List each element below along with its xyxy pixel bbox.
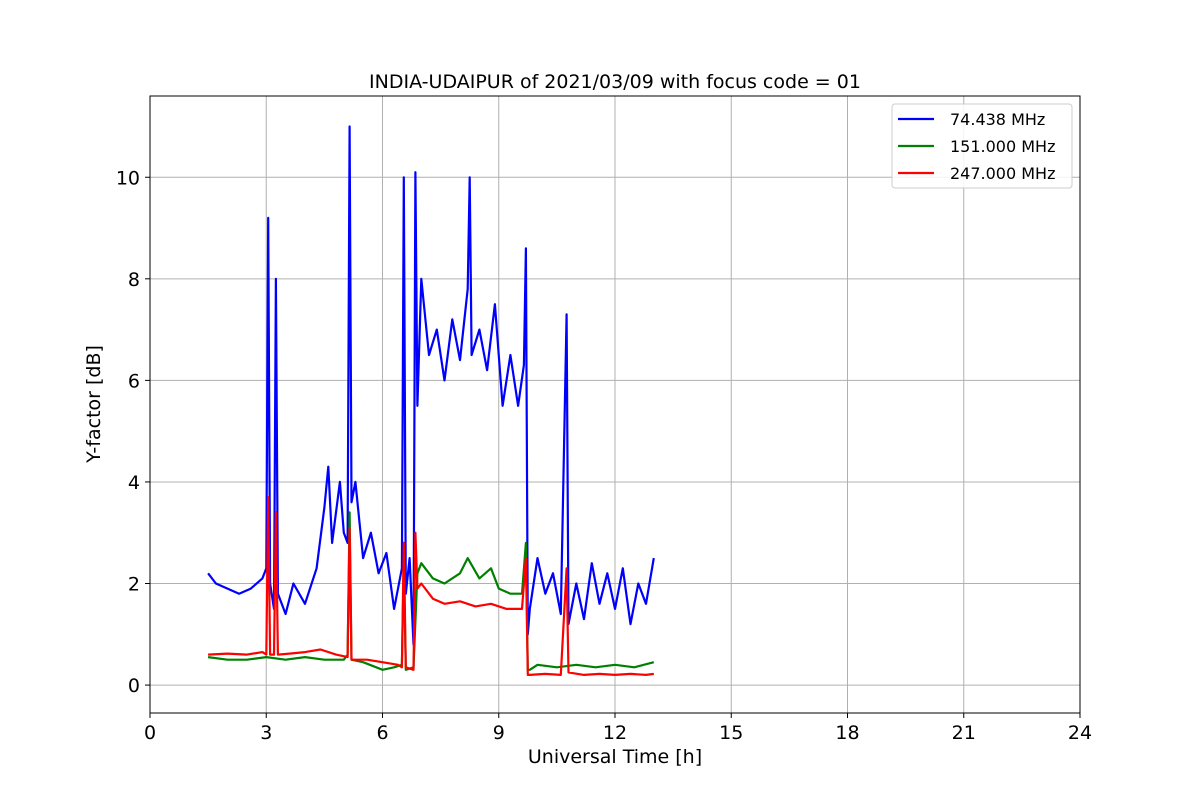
series-line-1 bbox=[207, 511, 655, 671]
series-layer bbox=[207, 125, 655, 677]
y-tick-label: 2 bbox=[128, 574, 140, 596]
y-axis-title: Y-factor [dB] bbox=[83, 345, 105, 464]
legend-box bbox=[891, 103, 1073, 189]
x-axis-title: Universal Time [h] bbox=[528, 746, 702, 768]
y-tick-label: 4 bbox=[128, 472, 140, 494]
y-tick-label: 6 bbox=[128, 370, 140, 392]
legend: 74.438 MHz 151.000 MHz 247.000 MHz bbox=[891, 103, 1073, 189]
chart-title: INDIA-UDAIPUR of 2021/03/09 with focus c… bbox=[369, 71, 861, 93]
x-tick-label: 21 bbox=[952, 722, 976, 744]
x-tick-label: 12 bbox=[603, 722, 627, 744]
x-tick-label: 3 bbox=[260, 722, 272, 744]
y-tick-label: 8 bbox=[128, 269, 140, 291]
y-axis: 0 2 4 6 8 10 bbox=[116, 167, 150, 697]
x-tick-label: 6 bbox=[376, 722, 388, 744]
x-axis: 0 3 6 9 12 15 18 21 24 bbox=[144, 713, 1092, 744]
x-tick-label: 24 bbox=[1068, 722, 1092, 744]
x-tick-label: 18 bbox=[835, 722, 859, 744]
x-tick-label: 9 bbox=[493, 722, 505, 744]
series-line-2 bbox=[208, 496, 654, 677]
series-line-0 bbox=[207, 125, 655, 646]
legend-label-0: 74.438 MHz bbox=[950, 110, 1045, 129]
y-tick-label: 0 bbox=[128, 675, 140, 697]
y-tick-label: 10 bbox=[116, 167, 140, 189]
x-tick-label: 15 bbox=[719, 722, 743, 744]
legend-label-2: 247.000 MHz bbox=[950, 164, 1055, 183]
legend-label-1: 151.000 MHz bbox=[950, 137, 1055, 156]
x-tick-label: 0 bbox=[144, 722, 156, 744]
